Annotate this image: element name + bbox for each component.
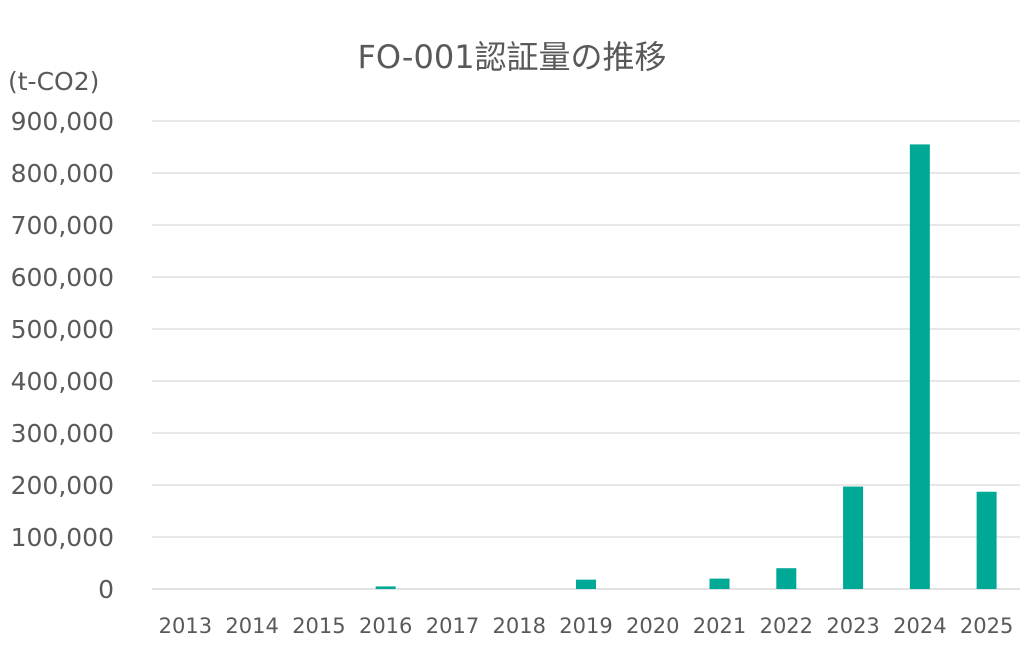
y-tick-label: 500,000	[11, 315, 114, 344]
y-tick-label: 700,000	[11, 211, 114, 240]
bar-2016	[375, 586, 396, 589]
x-tick-label: 2021	[693, 614, 746, 638]
y-axis-unit-label: (t-CO2)	[8, 67, 99, 96]
y-tick-label: 600,000	[11, 263, 114, 292]
x-tick-label: 2024	[893, 614, 946, 638]
x-tick-label: 2020	[626, 614, 679, 638]
x-tick-label: 2017	[426, 614, 479, 638]
y-tick-label: 200,000	[11, 471, 114, 500]
x-tick-label: 2016	[359, 614, 412, 638]
x-tick-label: 2015	[292, 614, 345, 638]
x-axis-ticks: 2013 2014 2015 2016 2017 2018 2019 2020 2021 2022…	[159, 614, 1014, 638]
gridlines	[152, 120, 1020, 590]
y-tick-label: 300,000	[11, 419, 114, 448]
x-tick-label: 2025	[960, 614, 1013, 638]
bar-2019	[576, 579, 596, 589]
bar-2022	[776, 568, 797, 589]
bar-2023	[843, 486, 864, 589]
x-tick-label: 2018	[493, 614, 546, 638]
bar-2021	[709, 578, 730, 589]
y-tick-label: 100,000	[11, 523, 114, 552]
bar-2024	[909, 144, 930, 589]
x-tick-label: 2022	[760, 614, 813, 638]
y-tick-label: 900,000	[11, 107, 114, 136]
x-tick-label: 2023	[826, 614, 879, 638]
chart-title: FO-001認証量の推移	[357, 38, 666, 76]
bar-2025	[976, 491, 997, 589]
y-tick-label: 400,000	[11, 367, 114, 396]
x-tick-label: 2019	[559, 614, 612, 638]
x-tick-label: 2014	[225, 614, 278, 638]
y-tick-label: 0	[98, 575, 114, 604]
bars	[375, 144, 997, 589]
x-tick-label: 2013	[159, 614, 212, 638]
y-axis-ticks: 0 100,000 200,000 300,000 400,000 500,000 600,…	[11, 107, 114, 604]
y-tick-label: 800,000	[11, 159, 114, 188]
